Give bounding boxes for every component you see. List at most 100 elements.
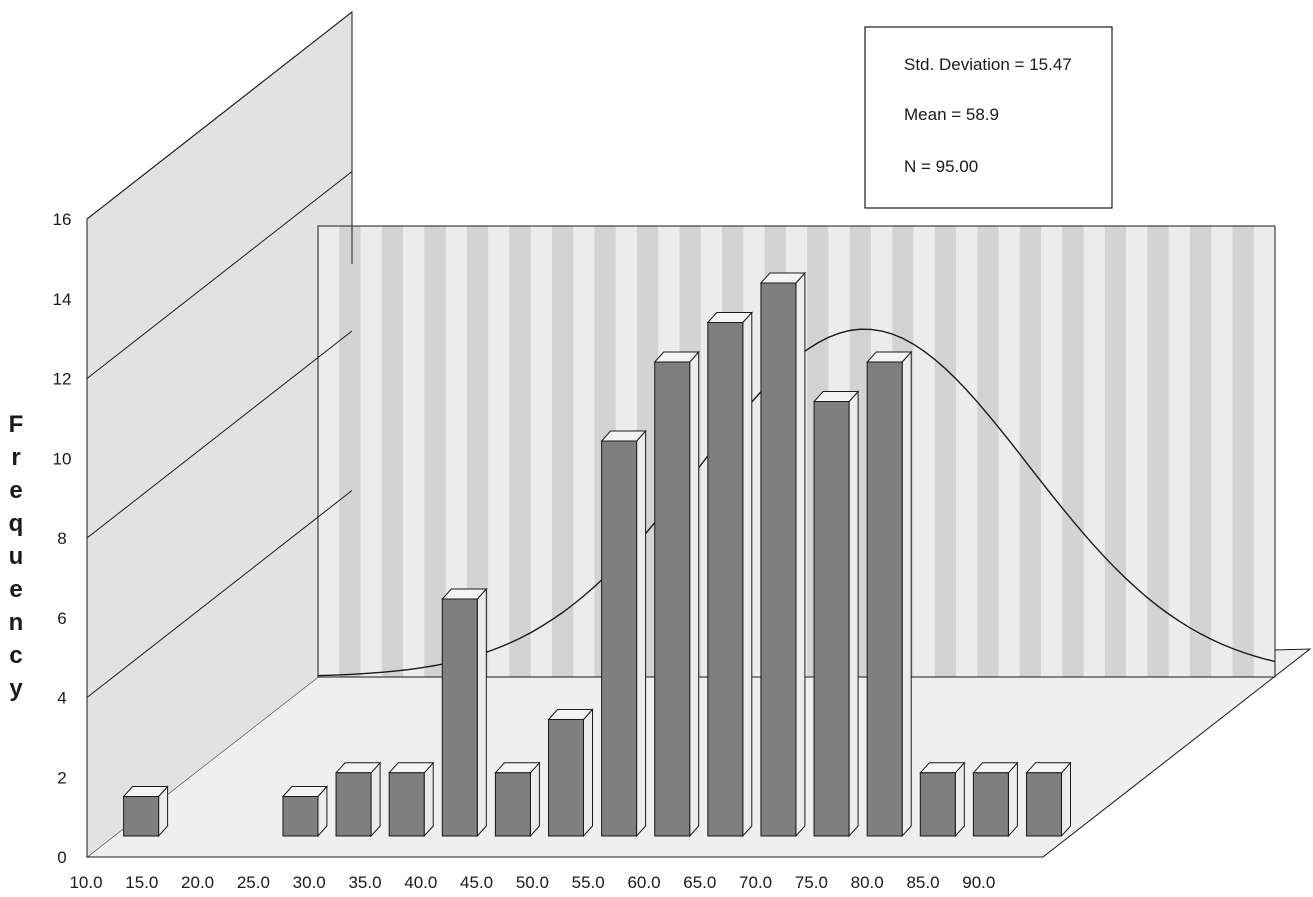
y-tick-0: 0 (57, 848, 66, 867)
back-wall-stripe (977, 226, 999, 677)
y-tick-10: 10 (53, 449, 72, 468)
x-tick-25.0: 25.0 (237, 873, 270, 892)
y-tick-4: 4 (57, 689, 66, 708)
bar-92.5 (972, 761, 1019, 838)
back-wall-stripe (1019, 226, 1042, 677)
back-wall-stripe (1147, 226, 1169, 677)
stats-box-frame (864, 26, 1113, 209)
bar-side (1007, 761, 1018, 838)
bar-front (760, 282, 797, 837)
bar-front (654, 361, 691, 837)
x-tick-15.0: 15.0 (125, 873, 158, 892)
bar-12.5 (122, 785, 169, 838)
x-tick-70.0: 70.0 (739, 873, 772, 892)
y-tick-14: 14 (53, 290, 72, 309)
bar-front (123, 796, 160, 837)
y-tick-8: 8 (57, 529, 66, 548)
y-tick-12: 12 (53, 370, 72, 389)
x-tick-45.0: 45.0 (460, 873, 493, 892)
bar-front (972, 772, 1009, 837)
bars (122, 271, 1072, 838)
back-wall-stripe (551, 226, 574, 677)
gridline-4 (86, 490, 353, 698)
bar-82.5 (866, 350, 913, 838)
bar-side (476, 587, 487, 838)
bar-77.5 (812, 390, 860, 838)
bar-side (742, 311, 753, 838)
bar-front (866, 361, 903, 837)
back-wall-stripe (381, 226, 404, 677)
bar-57.5 (600, 429, 647, 838)
back-wall-stripe (1232, 226, 1254, 677)
back-wall-stripe (934, 226, 956, 677)
bar-side (954, 761, 965, 838)
gridline-8 (86, 330, 353, 539)
bar-front (601, 440, 638, 837)
x-tick-40.0: 40.0 (404, 873, 437, 892)
bar-side (848, 390, 859, 838)
back-wall-stripe (509, 226, 531, 677)
bar-front (1026, 772, 1062, 837)
y-label-letter: q (9, 510, 24, 537)
back-wall-stripe (339, 226, 361, 677)
bar-side (583, 708, 593, 838)
x-tick-75.0: 75.0 (795, 873, 828, 892)
bar-front (335, 772, 372, 837)
bar-side (370, 761, 381, 838)
y-label-letter: r (11, 444, 20, 471)
y-tick-6: 6 (57, 609, 66, 628)
bar-47.5 (494, 761, 541, 838)
x-tick-35.0: 35.0 (348, 873, 381, 892)
x-tick-10.0: 10.0 (69, 873, 102, 892)
bar-side (689, 350, 700, 838)
x-tick-20.0: 20.0 (181, 873, 214, 892)
x-tick-30.0: 30.0 (293, 873, 326, 892)
x-axis-ticks: 10.0 15.0 20.0 25.0 30.0 35.0 40.0 45.0 50.0 55.0… (69, 873, 995, 892)
back-wall-stripe (1104, 226, 1127, 677)
back-wall-stripe (466, 226, 489, 677)
bar-front (441, 598, 478, 837)
bar-front (282, 796, 319, 837)
x-tick-50.0: 50.0 (516, 873, 549, 892)
back-wall-stripe (1189, 226, 1212, 677)
bar-87.5 (919, 761, 966, 838)
bar-front (707, 322, 744, 837)
bar-67.5 (706, 311, 753, 838)
y-tick-16: 16 (53, 210, 72, 229)
std-deviation-label: Std. Deviation = 15.47 (904, 55, 1072, 74)
bar-side (636, 429, 647, 838)
y-label-letter: c (9, 642, 22, 669)
mean-label: Mean = 58.9 (904, 105, 999, 124)
bar-32.5 (334, 761, 382, 838)
x-tick-80.0: 80.0 (851, 873, 884, 892)
y-label-letter: n (9, 609, 24, 636)
bar-front (548, 718, 584, 837)
x-tick-90.0: 90.0 (962, 873, 995, 892)
bar-front (388, 772, 425, 837)
bar-side (529, 761, 540, 838)
y-label-letter: e (9, 477, 22, 504)
bar-side (423, 761, 434, 838)
bar-front (919, 772, 956, 837)
gridline-12 (86, 171, 353, 379)
x-tick-60.0: 60.0 (627, 873, 660, 892)
n-label: N = 95.00 (904, 157, 978, 176)
bar-side (901, 350, 912, 838)
y-label-letter: y (9, 675, 23, 702)
y-label-letter: F (9, 411, 24, 438)
x-tick-55.0: 55.0 (572, 873, 605, 892)
back-wall-stripe (1062, 226, 1084, 677)
y-axis-ticks: 0 2 4 6 8 10 12 14 16 (53, 210, 72, 867)
bar-27.5 (281, 785, 329, 838)
x-tick-65.0: 65.0 (683, 873, 716, 892)
bar-97.5 (1025, 761, 1072, 838)
bar-62.5 (653, 350, 700, 838)
bar-52.5 (547, 708, 594, 838)
bar-37.5 (388, 761, 435, 838)
stats-box: Std. Deviation = 15.47 Mean = 58.9 N = 9… (864, 26, 1113, 209)
bar-42.5 (441, 587, 488, 838)
bar-72.5 (759, 271, 807, 838)
bar-side (795, 271, 806, 838)
